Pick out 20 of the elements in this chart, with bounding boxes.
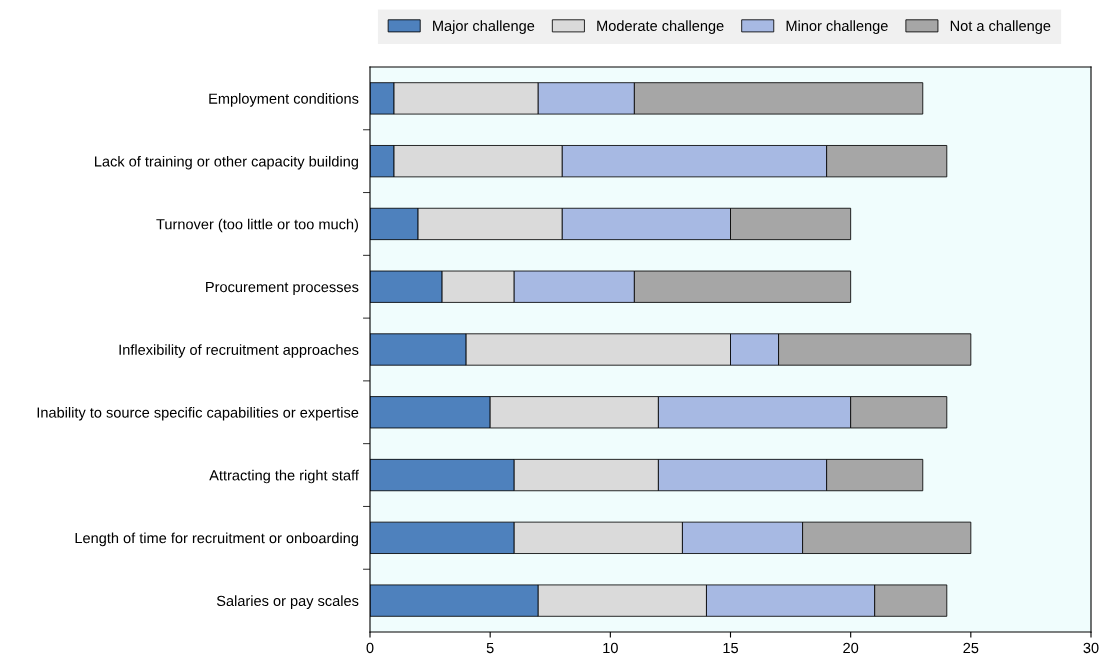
x-tick-label: 25 [963,642,979,654]
y-tick-label: Inflexibility of recruitment approaches [119,344,359,358]
x-tick-label: 0 [366,642,374,654]
legend-label: Minor challenge [786,20,888,34]
legend-label: Major challenge [433,20,535,34]
x-tick-label: 30 [1083,642,1099,654]
x-tick-label: 10 [603,642,618,654]
x-tick-label: 20 [843,642,859,654]
y-tick-label: Inability to source specific capabilities or expertise [37,406,359,421]
legend-label: Moderate challenge [597,20,724,34]
y-tick-label: Lack of training or other capacity building [95,155,358,170]
y-tick-label: Employment conditions [209,93,359,107]
y-tick-label: Attracting the right staff [209,469,359,484]
y-tick-label: Length of time for recruitment or onboarding [75,532,358,547]
x-tick-label: 5 [486,642,494,654]
y-tick-label: Salaries or pay scales [216,595,359,609]
x-tick-label: 15 [723,642,738,654]
y-tick-label: Procurement processes [206,281,359,296]
y-tick-label: Turnover (too little or too much) [156,218,358,233]
legend-label: Not a challenge [950,20,1051,34]
